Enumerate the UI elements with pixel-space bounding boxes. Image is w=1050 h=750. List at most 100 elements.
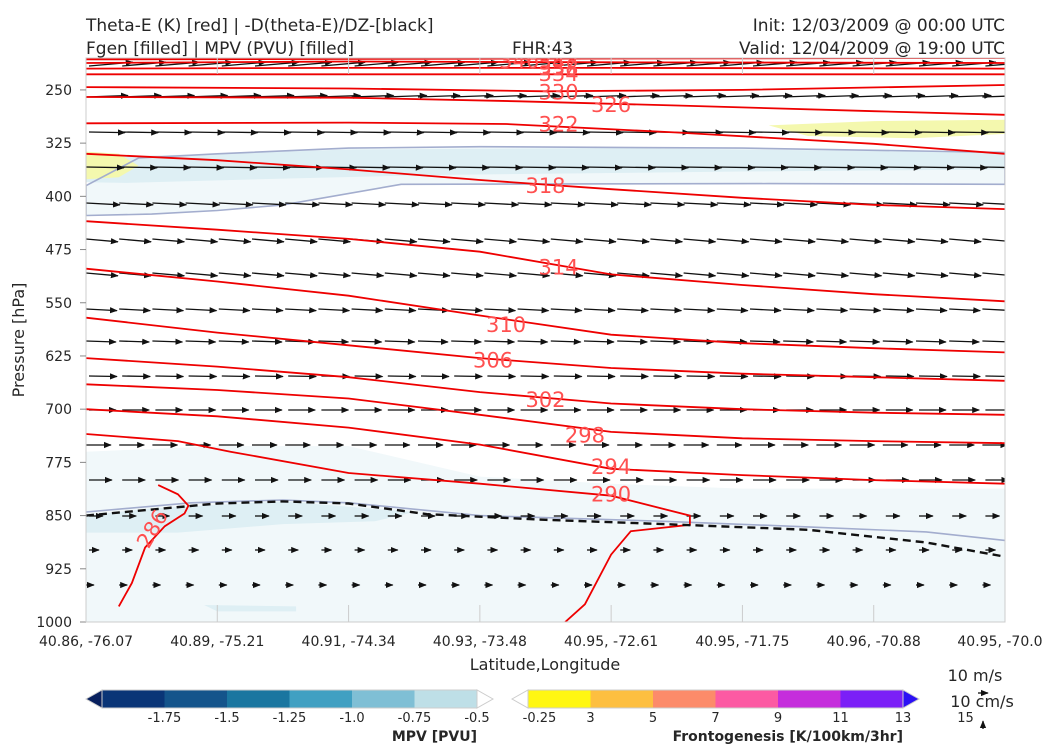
colorbar-tick--1.25: -1.25 xyxy=(273,711,307,726)
wind-scale: 10 m/s 10 cm/s xyxy=(948,666,1014,729)
wind-arrow-173 xyxy=(251,272,285,279)
theta-e-contour-306 xyxy=(86,316,1005,382)
wind-arrow-86 xyxy=(152,164,192,171)
wind-arrow-128 xyxy=(617,201,652,208)
colorbar-tick--1.75: -1.75 xyxy=(148,711,182,726)
wind-arrow-221 xyxy=(915,307,948,314)
wind-arrow-11 xyxy=(454,59,499,67)
theta-e-contour-314 xyxy=(86,220,1005,303)
colorbar-tick-11: 11 xyxy=(832,711,849,726)
wind-arrow-125 xyxy=(517,201,553,208)
colorbar-mpv: -1.75 -1.5 -1.25 -1.0 -0.75 -0.5 -0.25 MPV [PVU… xyxy=(84,689,557,745)
theta-e-label-306: 306 xyxy=(473,349,513,373)
wind-arrow-160 xyxy=(749,238,783,245)
wind-arrow-181 xyxy=(517,272,551,279)
wind-arrow-131 xyxy=(716,201,752,208)
wind-arrow-278 xyxy=(952,373,981,380)
y-tick-label-250: 250 xyxy=(45,83,72,99)
wind-arrow-44 xyxy=(617,92,660,99)
wind-arrow-133 xyxy=(783,201,818,208)
theta-e-label-310: 310 xyxy=(486,313,526,337)
wind-arrow-219 xyxy=(849,307,882,314)
wind-arrow-38 xyxy=(417,92,461,99)
wind-arrow-54 xyxy=(949,92,992,99)
wind-arrow-159 xyxy=(716,238,750,245)
wind-arrow-10 xyxy=(420,59,466,67)
wind-arrow-215 xyxy=(716,307,749,314)
wind-arrow-145 xyxy=(251,238,285,245)
wind-arrow-245 xyxy=(783,338,814,345)
wind-arrow-116 xyxy=(218,201,254,208)
wind-arrow-130 xyxy=(683,201,719,208)
wind-arrow-261 xyxy=(387,373,417,380)
colorbar-swatch-1 xyxy=(528,690,591,708)
wind-arrow-76 xyxy=(752,129,790,136)
wind-arrow-81 xyxy=(918,129,956,136)
wind-arrow-209 xyxy=(517,307,550,314)
wind-arrow-231 xyxy=(318,338,350,345)
theta-e-label-330: 330 xyxy=(539,80,579,104)
colorbar-tick--1.5: -1.5 xyxy=(214,711,239,726)
wind-arrow-77 xyxy=(786,129,823,136)
colorbar-swatch-4 xyxy=(715,690,779,708)
x-tick-label-7: 40.95, -70.0 xyxy=(957,634,1042,650)
x-tick-label-1: 40.89, -75.21 xyxy=(170,634,264,650)
wind-arrow-82 xyxy=(952,129,989,136)
wind-arrow-210 xyxy=(550,307,583,314)
wind-arrow-42 xyxy=(550,92,594,99)
wind-arrow-228 xyxy=(218,338,250,345)
wind-arrow-55 xyxy=(982,95,1005,98)
theta-e-contour-298 xyxy=(86,383,1005,445)
wind-arrow-187 xyxy=(716,272,750,279)
wind-arrow-9 xyxy=(387,59,433,67)
y-tick-label-775: 775 xyxy=(45,455,72,471)
wind-arrow-161 xyxy=(783,238,816,245)
wind-arrow-136 xyxy=(882,201,918,208)
theta-e-label-318: 318 xyxy=(525,174,565,198)
wind-arrow-103 xyxy=(716,164,756,171)
wind-arrow-236 xyxy=(484,338,516,345)
colorbar-tick--1.0: -1.0 xyxy=(339,711,364,726)
fgen-fill-upper-left xyxy=(86,151,139,180)
wind-arrow-134 xyxy=(816,201,852,208)
wind-arrow-5 xyxy=(254,59,300,67)
wind-arrow-75 xyxy=(719,129,757,136)
wind-arrow-110 xyxy=(949,164,988,171)
colorbar-frame xyxy=(527,689,904,709)
wind-arrow-260 xyxy=(354,373,384,380)
wind-arrow-78 xyxy=(819,129,857,136)
wind-arrow-247 xyxy=(849,338,881,345)
wind-arrow-89 xyxy=(251,164,291,171)
x-tick-label-0: 40.86, -76.07 xyxy=(39,634,133,650)
wind-arrow-112 xyxy=(86,201,121,208)
wind-arrow-222 xyxy=(949,307,981,314)
wind-arrow-250 xyxy=(949,338,980,345)
wind-arrow-227 xyxy=(185,338,217,345)
colorbar-tick-9: 9 xyxy=(774,711,782,726)
colorbar-swatch-5 xyxy=(352,690,415,708)
colorbar-tick-13: 13 xyxy=(895,711,912,726)
wind-arrow-7 xyxy=(321,59,366,67)
wind-arrow-70 xyxy=(553,129,591,136)
wind-arrow-200 xyxy=(218,307,251,314)
wind-arrow-237 xyxy=(517,338,549,345)
wind-arrow-138 xyxy=(949,201,984,208)
y-axis-label: Pressure [hPa] xyxy=(9,283,28,398)
wind-arrow-157 xyxy=(650,238,684,245)
colorbar-frontogenesis: 3 5 7 9 11 13 15 Frontogenesis [K/100km/3hr] xyxy=(510,689,974,745)
wind-arrow-146 xyxy=(285,238,318,245)
wind-arrow-195 xyxy=(982,272,1005,276)
wind-arrow-224 xyxy=(86,338,117,345)
colorbar-tick-15: 15 xyxy=(957,711,974,726)
y-tick-label-400: 400 xyxy=(45,189,72,205)
colorbar-tick--0.25: -0.25 xyxy=(523,711,557,726)
wind-arrow-239 xyxy=(583,338,615,345)
wind-arrow-150 xyxy=(417,238,451,245)
wind-arrow-47 xyxy=(716,92,760,99)
colorbar-extend-high xyxy=(476,689,495,709)
wind-arrow-144 xyxy=(218,238,252,245)
x-tick-label-5: 40.95, -71.75 xyxy=(695,634,789,650)
wind-arrow-223 xyxy=(982,308,1005,311)
wind-arrow-273 xyxy=(786,373,815,380)
wind-arrow-272 xyxy=(752,373,782,380)
